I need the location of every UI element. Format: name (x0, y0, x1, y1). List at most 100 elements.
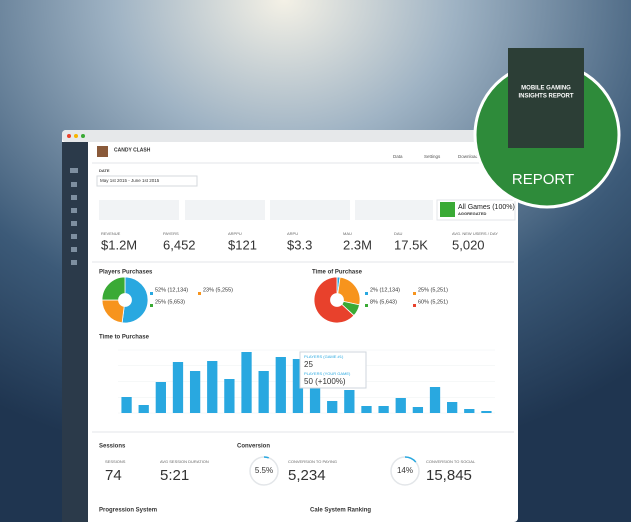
aggregate-tag: AGGREGATED (458, 211, 486, 216)
tooltip-label: PLAYERS (GAME #1) (304, 354, 344, 359)
panel-title: Sessions (99, 444, 126, 450)
panel-title: Progression System (99, 508, 157, 514)
book-title: INSIGHTS REPORT (518, 94, 573, 100)
tooltip-value: 50 (+100%) (304, 377, 346, 386)
report-label[interactable]: REPORT (512, 171, 574, 188)
pie-slice (121, 276, 149, 324)
book-title: MOBILE GAMING (521, 86, 571, 92)
legend-label: 25% (5,251) (418, 287, 448, 293)
kpi-label: PAYERS (163, 231, 179, 236)
aggregate-icon (440, 202, 455, 217)
kpi-value: $3.3 (287, 237, 312, 252)
bar (155, 382, 166, 413)
metric-value: 5:21 (160, 467, 189, 484)
kpi-label: AVG. NEW USERS / DAY (452, 231, 498, 236)
bar (378, 406, 389, 413)
metric-value: 15,845 (426, 467, 472, 484)
report-book (508, 48, 584, 148)
legend-swatch (198, 292, 201, 295)
bar (429, 387, 441, 413)
tooltip-value: 25 (304, 360, 313, 369)
nav-item[interactable]: Data (393, 154, 403, 159)
dashboard (62, 130, 518, 522)
kpi-label: REVENUE (101, 231, 121, 236)
window-bar (62, 130, 518, 142)
bar (412, 407, 424, 413)
metric-label: CONVERSION TO PAYING (288, 459, 337, 464)
pie-slice (101, 276, 126, 301)
bar (395, 398, 406, 413)
dot (67, 134, 71, 138)
bar (121, 397, 132, 413)
gauge-arc (404, 456, 417, 463)
kpi-value: 5,020 (452, 237, 485, 252)
nav-item[interactable]: Settings (424, 154, 441, 159)
legend-label: 60% (5,251) (418, 299, 448, 305)
panel-title: Time of Purchase (312, 270, 363, 276)
bar (464, 409, 475, 413)
legend-label: 23% (5,255) (203, 287, 233, 293)
legend-label: 8% (5,643) (370, 299, 397, 305)
bar (327, 401, 338, 413)
legend-swatch (150, 292, 153, 295)
game-name[interactable]: CANDY CLASH (114, 147, 151, 153)
gauge-label: 5.5% (255, 466, 273, 475)
aggregate-tile[interactable] (436, 199, 516, 221)
nav-item[interactable]: Download (458, 154, 479, 159)
sidebar (62, 142, 88, 522)
legend-swatch (365, 304, 368, 307)
legend-label: 2% (12,134) (370, 287, 400, 293)
metric-value: 74 (105, 467, 122, 484)
legend-swatch (413, 304, 416, 307)
legend-swatch (365, 292, 368, 295)
kpi-label: ARPU (287, 231, 298, 236)
sidebar-icons (70, 168, 78, 265)
kpi-value: $1.2M (101, 237, 137, 252)
bar (481, 411, 492, 413)
bar (224, 379, 235, 413)
legend-label: 25% (5,653) (155, 299, 185, 305)
date-input[interactable] (96, 175, 198, 187)
tooltip (299, 351, 367, 389)
bar (292, 359, 304, 413)
panel-title: Cale System Ranking (310, 508, 371, 514)
metric-value: 5,234 (288, 467, 326, 484)
bar (207, 361, 218, 413)
pie-hole (118, 293, 132, 307)
aggregate-name: All Games (100%) (458, 204, 515, 211)
pie-slice (101, 299, 126, 324)
metric-label: SESSIONS (105, 459, 126, 464)
panel-title: Players Purchases (99, 270, 153, 276)
pie-hole (330, 293, 344, 307)
kpi-label: MAU (343, 231, 352, 236)
gauge-label: 14% (397, 466, 413, 475)
game-tiles (99, 200, 433, 220)
panel-title: Time to Purchase (99, 335, 150, 341)
gauge-arc (263, 456, 269, 459)
tooltip-label: PLAYERS (YOUR GAME) (304, 371, 351, 376)
kpi-value: $121 (228, 237, 257, 252)
metric-label: CONVERSION TO SOCIAL (426, 459, 476, 464)
date-label: DATE (99, 168, 110, 173)
avatar (97, 146, 108, 157)
bar (258, 371, 269, 413)
kpi-value: 2.3M (343, 237, 372, 252)
bar (447, 402, 458, 413)
kpi-value: 6,452 (163, 237, 196, 252)
kpi-label: DAU (394, 231, 403, 236)
bar (189, 371, 201, 413)
date-range: May 1st 2015 - June 1st 2015 (100, 178, 160, 183)
bar (275, 357, 286, 413)
panel-title: Conversion (237, 444, 270, 450)
bar (344, 390, 355, 413)
legend-label: 52% (12,134) (155, 287, 188, 293)
legend-swatch (150, 304, 153, 307)
bar (172, 362, 184, 413)
legend-swatch (413, 292, 416, 295)
dot (81, 134, 85, 138)
bar (138, 405, 149, 413)
dot (74, 134, 78, 138)
kpi-value: 17.5K (394, 237, 428, 252)
kpi-label: ARPPU (228, 231, 242, 236)
